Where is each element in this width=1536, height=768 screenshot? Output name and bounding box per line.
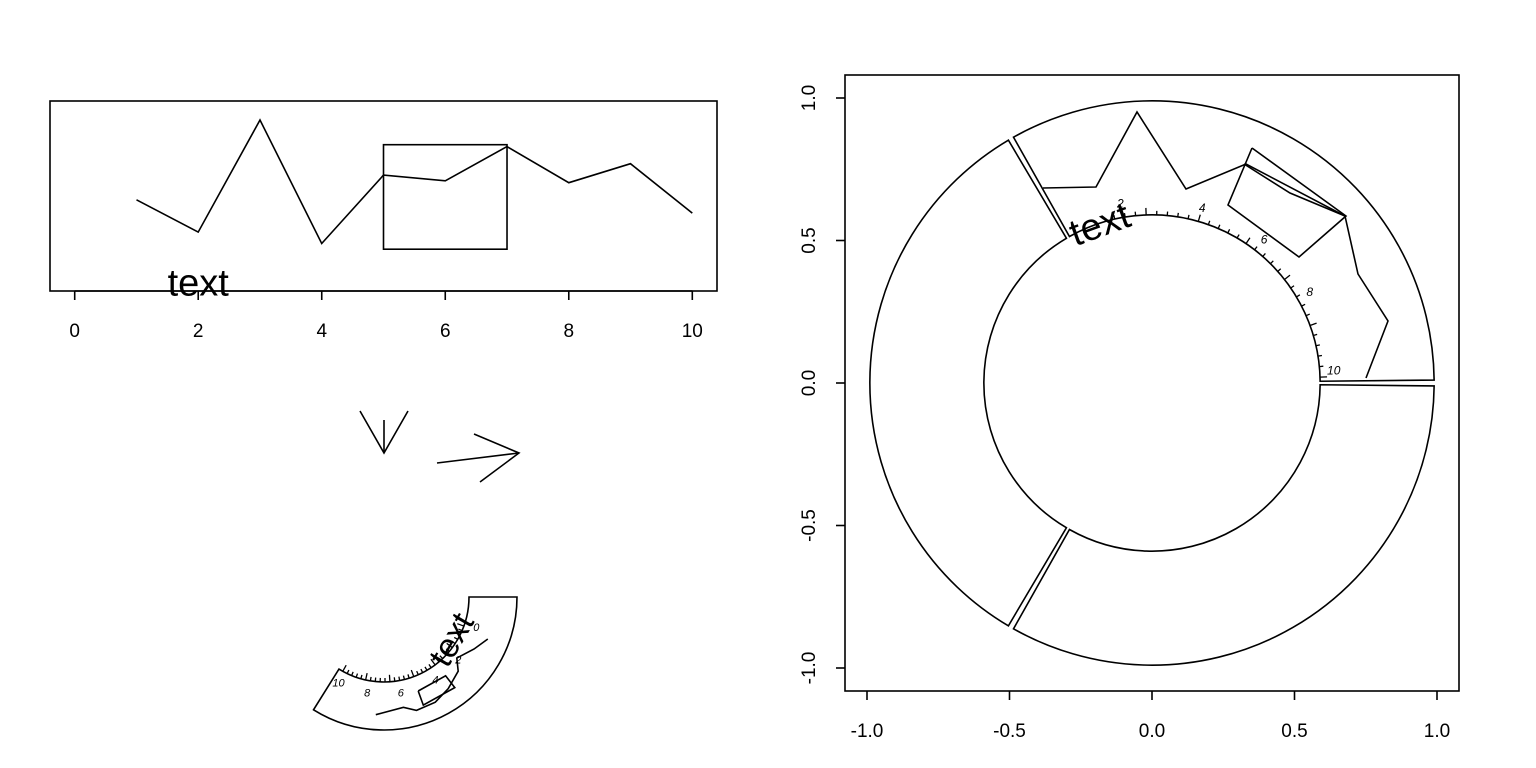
track-axis-tick [1315,344,1321,347]
fan-axis-tick [351,671,354,676]
fan-sector [312,596,518,731]
fan-axis-tick [457,623,465,627]
track-axis-tick [1309,322,1317,327]
track-axis-tick [1254,246,1258,251]
x-tick-label: 1.0 [1424,721,1450,742]
x-tick-label: 0.0 [1139,721,1165,742]
x-tick-label: 0 [69,321,80,342]
y-tick-label: 0.5 [799,227,820,253]
fan-axis-tick [435,658,440,663]
fan-axis-tick [446,642,453,649]
track-axis-tick [1123,212,1126,218]
fan-axis-tick [456,632,461,636]
y-tick-label: -0.5 [799,509,820,542]
track-axis-tick [1236,234,1240,239]
track-axis-tick [1217,224,1221,229]
track-axis-label: 4 [1199,201,1206,215]
track-axis-tick [1305,313,1311,317]
fan-axis-tick [410,669,415,677]
track-axis-tick [1270,260,1274,265]
fan-axis-tick [416,670,419,676]
highlight-rect [382,143,508,250]
fan-axis-tick [442,651,447,656]
fan-axis-tick [445,648,450,652]
track-axis-label: 6 [1261,232,1268,246]
right-arrow-shaft [436,452,520,464]
fan-axis-label: 6 [398,688,405,700]
track-axis-tick [1177,212,1179,217]
track-axis-tick [1290,285,1295,289]
fan-axis-tick [451,640,456,645]
fan-axis-tick [364,673,368,681]
track-highlight-inner [1243,163,1346,217]
track-highlight-rect [1227,147,1348,259]
fan-axis-label: 0 [473,622,480,634]
fan-axis-tick [428,664,432,669]
fan-axis-tick [393,677,396,682]
track-axis-tick [1245,237,1251,244]
fan-axis-tick [360,674,363,679]
x-tick-label: 2 [193,321,204,342]
track-axis-label: 10 [1327,363,1341,377]
fan-axis-tick [424,666,428,671]
track-axis-tick [1301,303,1306,307]
right-circular-chart: -1.0 -0.5 0.0 0.5 1.0 -1.0 -0.5 0.0 0.5 1.0 2 4 6 8 10… [799,74,1460,742]
x-tick-label: 0.5 [1281,721,1307,742]
fan-highlight-rect [417,674,457,707]
x-tick-label: -1.0 [851,721,884,742]
y-tick-label: -1.0 [799,652,820,685]
y-tick-label: 1.0 [799,85,820,111]
fan-axis-tick [420,668,424,673]
fan-axis-tick [458,628,463,632]
x-tick-label: 4 [316,321,327,342]
fan-axis-tick [355,673,359,678]
x-tick-label: 6 [440,321,451,342]
fan-track-line [375,638,489,716]
track-axis-tick [1313,333,1318,337]
fan-axis-tick [439,655,444,660]
fan-axis-tick [398,676,401,681]
track-text: text [1064,194,1136,255]
track-axis-tick [1227,229,1231,234]
track-axis-tick [1187,214,1190,219]
track-axis-tick [1197,214,1201,222]
track-axis-tick [1262,253,1266,257]
x-tick-label: 10 [682,321,703,342]
track-axis-tick [1207,220,1211,225]
fan-axis-label: 8 [364,688,371,700]
track-axis-label: 8 [1306,285,1313,299]
track-axis-tick [1113,214,1116,220]
x-tick-label: 8 [563,321,574,342]
fan-axis-tick [342,664,347,672]
circular-sector [1012,383,1435,666]
fan-axis-tick [407,674,410,679]
x-tick-label: -0.5 [993,721,1026,742]
fan-text: text [421,606,482,673]
middle-glyphs [359,410,521,483]
y-tick-label: 0.0 [799,370,820,396]
track-axis-tick [1284,274,1291,280]
track-axis-tick [1296,294,1301,298]
track-axis-tick [1317,354,1323,357]
circular-sector [1012,100,1435,383]
fan-axis-label: 4 [432,674,438,686]
fan-axis-tick [346,669,350,674]
fan-axis-label: 10 [332,678,345,690]
track-axis-label: 2 [1116,197,1124,211]
fan-axis-tick [402,675,406,680]
plot-frame [844,74,1460,692]
series-line [136,118,693,245]
circular-sector [869,139,1068,627]
fan-axis-tick [430,658,436,666]
fan-axis-tick [369,676,372,682]
track-axis-tick [1277,268,1282,272]
fan-axis-tick [453,636,459,640]
